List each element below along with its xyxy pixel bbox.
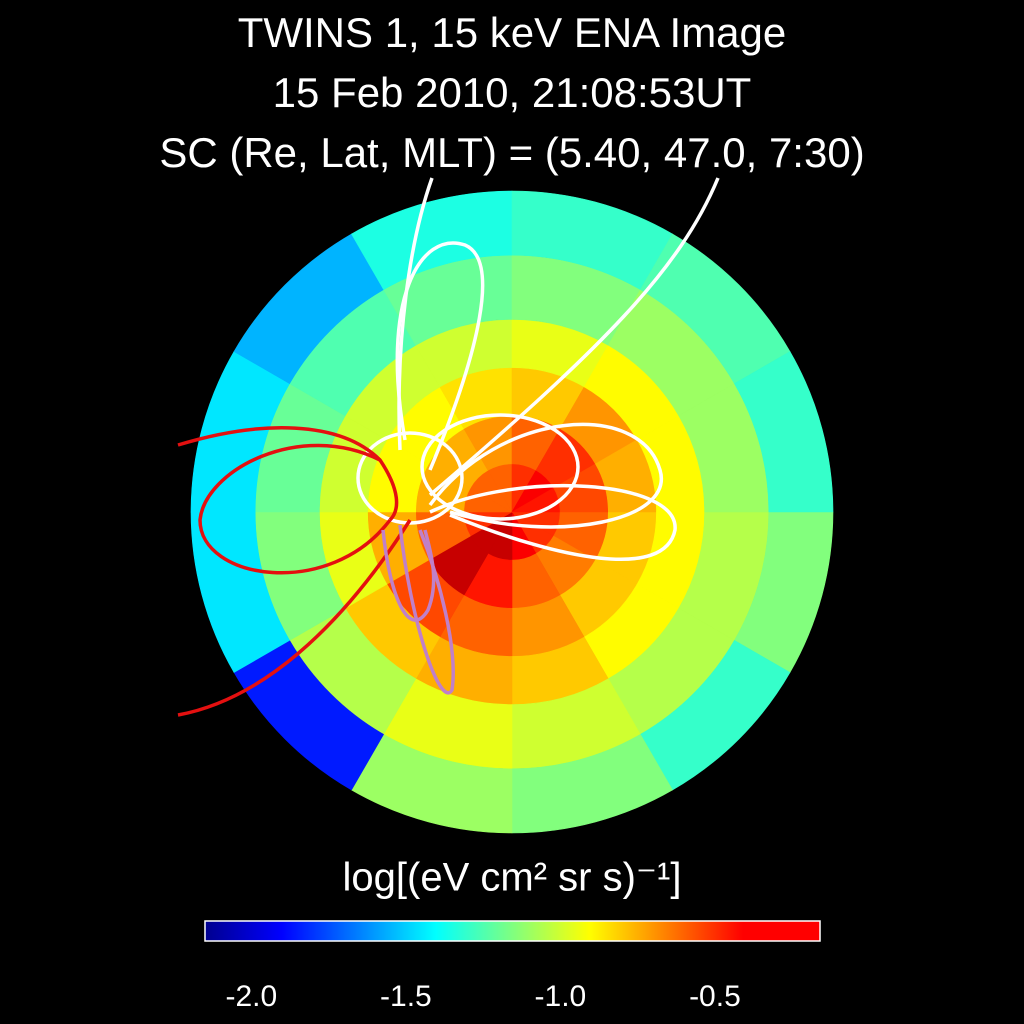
colorbar-label: log[(eV cm² sr s)⁻¹] xyxy=(343,856,682,900)
heat-cell xyxy=(733,351,834,513)
colorbar-tick-label: -1.5 xyxy=(380,980,432,1013)
title-line: TWINS 1, 15 keV ENA Image xyxy=(238,9,787,56)
ena-image xyxy=(190,190,834,834)
title-line: SC (Re, Lat, MLT) = (5.40, 47.0, 7:30) xyxy=(159,129,864,176)
colorbar-tick-label: -1.0 xyxy=(535,980,587,1013)
title-line: 15 Feb 2010, 21:08:53UT xyxy=(273,69,752,116)
field-lines xyxy=(177,177,720,717)
colorbar-ticks: -2.0 -1.5 -1.0 -0.5 xyxy=(226,980,741,1013)
colorbar-tick-label: -0.5 xyxy=(689,980,741,1013)
colorbar-tick-label: -2.0 xyxy=(226,980,278,1013)
colorbar xyxy=(204,920,821,942)
